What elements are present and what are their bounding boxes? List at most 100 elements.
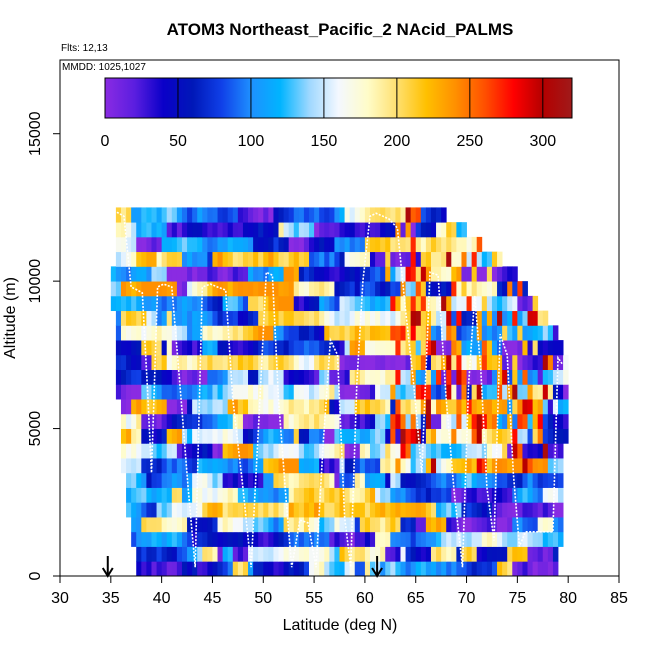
heatmap-cell [227,310,234,326]
heatmap-cell [298,413,305,429]
heatmap-cell [552,502,559,518]
heatmap-cell [547,325,554,341]
heatmap-cell [293,443,300,459]
heatmap-cell [441,399,447,415]
heatmap-cell [273,236,279,253]
y-tick-label: 15000 [27,111,44,156]
heatmap-cell [227,369,234,385]
heatmap-cell [161,502,168,518]
heatmap-cell [456,354,462,370]
heatmap-cell [415,458,422,474]
heatmap-cell [359,443,366,459]
heatmap-cell [283,266,290,282]
heatmap-cell [161,325,168,341]
heatmap-cell [527,487,534,503]
heatmap-cell [202,428,208,444]
heatmap-cell [344,340,351,356]
heatmap-cell [176,325,183,341]
heatmap-cell [181,561,188,577]
heatmap-cell [364,502,371,518]
heatmap-cell [497,428,503,444]
heatmap-cell [141,354,147,370]
heatmap-cell [309,236,315,253]
heatmap-cell [380,487,386,503]
heatmap-cell [212,281,218,297]
heatmap-cell [273,310,279,326]
heatmap-cell [273,369,279,385]
heatmap-cell [258,325,264,341]
heatmap-cell [192,236,198,253]
heatmap-cell [309,207,315,223]
heatmap-cell [278,517,284,533]
heatmap-cell [502,295,508,312]
heatmap-cell [278,369,284,385]
heatmap-cell [115,369,122,385]
heatmap-cell [258,369,264,385]
heatmap-cell [197,310,203,326]
heatmap-cell [136,561,142,577]
heatmap-cell [136,546,142,562]
heatmap-cell [491,340,498,356]
heatmap-cell [430,222,437,238]
heatmap-cell [375,502,381,518]
heatmap-cell [319,399,325,415]
heatmap-cell [456,310,462,326]
heatmap-cell [227,295,234,312]
heatmap-cell [303,487,310,503]
heatmap-cell [197,531,203,547]
heatmap-cell [161,340,168,356]
heatmap-cell [451,428,457,444]
heatmap-cell [461,502,467,518]
heatmap-cell [141,281,147,297]
heatmap-cell [288,207,295,223]
heatmap-cell [156,546,163,562]
heatmap-cell [430,413,437,429]
heatmap-cell [334,502,340,518]
heatmap-cell [491,354,498,370]
heatmap-cell [161,384,168,400]
heatmap-cell [319,207,325,223]
heatmap-cell [517,413,523,429]
heatmap-cell [542,340,549,356]
heatmap-cell [385,384,391,400]
heatmap-cell [441,561,447,577]
heatmap-cell [288,443,295,459]
heatmap-cell [253,295,259,312]
heatmap-cell [369,502,376,518]
heatmap-cell [527,384,534,400]
heatmap-cell [314,399,320,415]
heatmap-cell [364,458,371,474]
heatmap-cell [202,546,208,562]
heatmap-cell [156,236,163,253]
heatmap-cell [354,325,361,341]
heatmap-cell [298,325,305,341]
heatmap-cell [237,443,244,459]
heatmap-cell [171,384,178,400]
heatmap-cell [517,310,523,326]
heatmap-cell [273,413,279,429]
heatmap-cell [390,443,396,459]
heatmap-cell [527,546,534,562]
heatmap-cell [197,487,203,503]
heatmap-cell [207,340,213,356]
heatmap-cell [410,472,417,488]
heatmap-cell [156,502,163,518]
heatmap-cell [324,340,330,356]
heatmap-cell [527,428,534,444]
heatmap-cell [298,369,305,385]
heatmap-cell [430,369,437,385]
heatmap-cell [258,443,264,459]
heatmap-cell [481,295,488,312]
heatmap-cell [242,236,249,253]
heatmap-cell [471,236,478,253]
heatmap-cell [161,236,168,253]
heatmap-cell [410,546,417,562]
heatmap-cell [136,517,142,533]
heatmap-cell [146,399,152,415]
heatmap-cell [542,531,549,547]
x-tick-label: 55 [305,590,323,607]
heatmap-cell [558,399,564,415]
heatmap-cell [156,428,163,444]
heatmap-cell [375,428,381,444]
heatmap-cell [192,354,198,370]
